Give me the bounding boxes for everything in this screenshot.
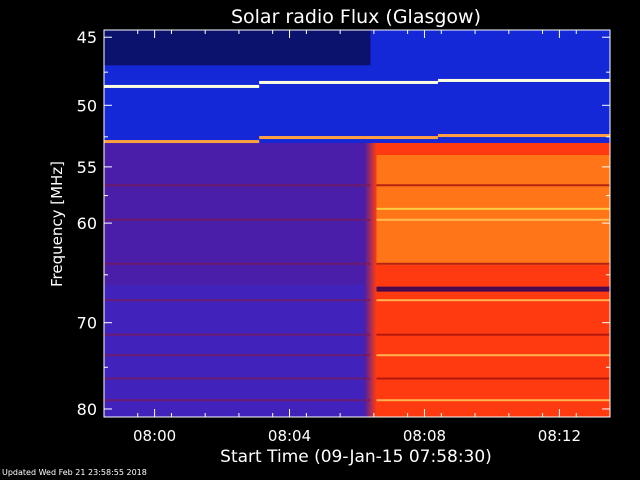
channel-stripe: [376, 377, 610, 380]
burst-dark-band: [376, 286, 610, 292]
burst-bright-line: [376, 207, 610, 210]
y-tick-label: 70: [77, 314, 97, 333]
y-tick-label: 80: [77, 400, 97, 419]
channel-stripe: [376, 399, 610, 402]
x-tick-label: 08:08: [403, 427, 446, 445]
burst-onset-edge: [364, 142, 377, 417]
y-tick-label: 50: [77, 96, 97, 115]
channel-stripe: [104, 377, 371, 380]
x-tick-label: 08:12: [538, 427, 581, 445]
chart-title: Solar radio Flux (Glasgow): [231, 6, 481, 28]
high-frequency-band-dark: [104, 30, 371, 66]
channel-stripe: [104, 333, 371, 336]
channel-stripe: [104, 218, 371, 221]
channel-stripe: [104, 184, 371, 187]
x-tick-label: 08:00: [133, 427, 176, 445]
channel-stripe: [104, 299, 371, 302]
channel-stripe: [376, 218, 610, 221]
channel-stripe: [104, 354, 371, 357]
channel-stripe: [376, 333, 610, 336]
quiet-region-lower: [104, 284, 371, 417]
y-tick-label: 55: [77, 158, 97, 177]
y-axis-label: Frequency [MHz]: [48, 161, 66, 287]
burst-hot-band: [376, 155, 610, 265]
channel-stripe: [104, 262, 371, 265]
channel-stripe: [376, 184, 610, 187]
channel-stripe: [376, 354, 610, 357]
interference-line: [104, 140, 260, 144]
y-tick-label: 45: [77, 28, 97, 47]
updated-timestamp: Updated Wed Feb 21 23:58:55 2018: [2, 468, 147, 477]
x-axis-label: Start Time (09-Jan-15 07:58:30): [220, 447, 492, 467]
interference-line: [104, 84, 260, 88]
x-tick-label: 08:04: [268, 427, 311, 445]
interference-line: [259, 136, 438, 140]
heatmap-canvas: [104, 30, 610, 417]
interference-line: [437, 134, 610, 138]
axis-ticks: 45 50 55 60 70 80 08:00 08:04 08:08 08:12: [77, 28, 610, 445]
channel-stripe: [104, 399, 371, 402]
interference-line: [259, 80, 438, 84]
y-tick-label: 60: [77, 214, 97, 233]
channel-stripe: [376, 299, 610, 302]
channel-stripe: [376, 262, 610, 265]
interference-line: [437, 78, 610, 82]
